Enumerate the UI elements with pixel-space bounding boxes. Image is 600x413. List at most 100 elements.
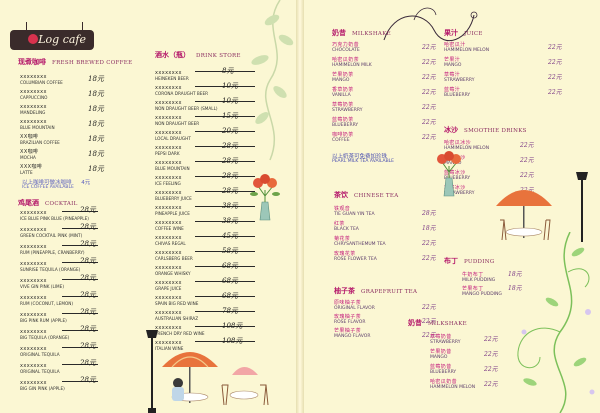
rose-vase-icon	[250, 174, 280, 221]
menu-item: xxxxxxxx Spain Big Red Wine	[155, 295, 199, 306]
price-leader-line	[195, 191, 255, 192]
menu-item-english: Local Draught	[155, 136, 191, 141]
pearl-promo-en: Pearl Milk Tea Available	[332, 159, 395, 164]
price-leader-line	[195, 311, 255, 312]
menu-item-english: Blueberry	[444, 93, 471, 98]
menu-item-price: 45元	[222, 232, 238, 240]
menu-item: xxxxxxxx Green Cocktail Pink (Mint)	[20, 227, 83, 238]
menu-item-price: 38元	[222, 202, 238, 210]
menu-item: xxxxxxxx Original Tequila	[20, 363, 60, 374]
menu-item: 牛奶布丁 Milk Pudding	[462, 272, 495, 284]
price-leader-line	[62, 228, 98, 229]
menu-item-english: Mango	[444, 63, 462, 68]
menu-item: xxxxxxxx Big Gin Pink (Apple)	[20, 380, 65, 391]
menu-item-name: 蓝莓汁	[444, 87, 461, 93]
menu-item: XX咖啡 Brazilian Coffee	[20, 134, 60, 146]
menu-item-english: Ice Blue Pink Blue (Pineapple)	[20, 216, 89, 221]
menu-item-price: 10元	[222, 82, 238, 90]
menu-page-left: Log cafe 现煮咖啡 Fresh Brewed Coffee xxxxxxx…	[0, 0, 296, 413]
menu-item-price: 18元	[88, 75, 104, 83]
menu-item: 红茶 Black Tea	[334, 221, 359, 233]
price-leader-line	[195, 236, 255, 237]
menu-item-english: Non Draught Beer (Small)	[155, 106, 218, 111]
menu-item-english: Orange Whisky	[155, 271, 191, 276]
menu-item-english: Big Tequila (Orange)	[20, 335, 70, 340]
menu-item: 芒果汁 Mango	[444, 57, 461, 69]
menu-item-english: Blueberry	[444, 176, 471, 181]
menu-item-price: 18元	[88, 135, 104, 143]
vine-decoration-icon	[517, 232, 595, 413]
menu-item: 芒果柚子茶 Mango Flavor	[334, 328, 370, 340]
price-leader-line	[195, 71, 255, 72]
menu-item-english: Columbian Coffee	[20, 80, 63, 85]
menu-item: 哈密瓜汁 Hamimelon Melon	[444, 42, 489, 54]
menu-item-price: 22元	[422, 332, 436, 339]
menu-item: xxxxxxxx French Dry Red Wine	[155, 325, 205, 336]
menu-item: xxxxxxxx Grape Juice	[155, 280, 182, 291]
menu-item: xxxxxxxx Blue Mountain	[155, 160, 190, 171]
menu-item-english: Australian Shiraz	[155, 316, 199, 321]
menu-item-english: Blueberry Juice	[155, 196, 192, 201]
menu-item-name: 芒果奶昔	[430, 349, 452, 355]
menu-item-english: Chocolate	[332, 48, 360, 53]
menu-item-price: 22元	[422, 104, 436, 111]
menu-item-price: 28元	[80, 291, 96, 299]
menu-item-name: 铁观音	[334, 206, 351, 212]
coffee-cup-icon	[28, 34, 38, 44]
menu-item-price: 108元	[222, 337, 243, 345]
menu-item: XX咖啡 Mocha	[20, 149, 38, 161]
menu-item-price: 38元	[222, 217, 238, 225]
menu-page-right: 奶昔 Milkshake 巧克力奶昔 Chocolate 22元 哈密瓜奶茶 Hamime…	[304, 0, 600, 413]
menu-item-price: 10元	[222, 97, 238, 105]
menu-item-english: Corona Draught Beer	[155, 91, 209, 96]
menu-item-name: 草莓汁	[444, 72, 461, 78]
menu-item: xxxxxxxx Pepsi Dark	[155, 145, 182, 156]
menu-item-english: Grape Juice	[155, 286, 182, 291]
price-leader-line	[195, 176, 255, 177]
menu-item-english: Hamimelon Melon	[444, 146, 490, 151]
umbrella-table-icon	[162, 352, 269, 406]
menu-item-name: 芒果布丁	[462, 286, 484, 292]
cafe-logo: Log cafe	[6, 22, 98, 52]
menu-item: xxxxxxxx Columbian Coffee	[20, 74, 63, 85]
menu-item-english: Black Tea	[334, 227, 359, 232]
menu-item-english: Tie Guan Yin Tea	[334, 212, 375, 217]
menu-item: xxxxxxxx Big Pink Rum (Apple)	[20, 312, 67, 323]
menu-item: xxxxxxxx Rum (Coconut, Lemon)	[20, 295, 74, 306]
menu-item-english: Blueberry	[430, 370, 457, 375]
swirl-decoration-icon	[383, 7, 478, 42]
menu-item-price: 18元	[88, 90, 104, 98]
menu-item-english: Strawberry	[444, 191, 475, 196]
menu-item-english: Non Draught Beer	[155, 121, 200, 126]
menu-item-price: 28元	[80, 206, 96, 214]
menu-item-price: 22元	[422, 44, 436, 51]
section-milkshake-title: 奶昔 Milkshake	[332, 28, 391, 37]
menu-item: 哈密瓜冰沙 Hamimelon Melon	[444, 140, 489, 152]
menu-item-name: 菊花茶	[334, 236, 351, 242]
menu-item: XXX咖啡 Latte	[20, 164, 42, 176]
menu-item: xxxxxxxx Blue Mountain	[20, 119, 55, 130]
menu-item-price: 28元	[80, 223, 96, 231]
menu-item-english: Cappuccino	[20, 95, 48, 100]
menu-item-price: 28元	[80, 240, 96, 248]
menu-item: xxxxxxxx Big Tequila (Orange)	[20, 329, 70, 340]
menu-item-name: 草莓奶昔	[430, 334, 452, 340]
menu-item-price: 78元	[222, 307, 238, 315]
menu-item: 蓝莓奶昔 Blueberry	[430, 364, 456, 376]
page-gutter	[296, 0, 304, 413]
menu-item: 巧克力奶昔 Chocolate	[332, 42, 360, 54]
menu-item: xxxxxxxx Orange Whisky	[155, 265, 191, 276]
lamp-post-icon	[576, 172, 588, 242]
price-leader-line	[195, 206, 255, 207]
menu-item-price: 18元	[88, 165, 104, 173]
price-leader-line	[195, 146, 255, 147]
menu-item-price: 22元	[548, 59, 562, 66]
menu-item-price: 22元	[520, 172, 534, 179]
section-juice-title: 果汁 Juice	[444, 28, 483, 37]
menu-item-english: Heineken Beer	[155, 76, 189, 81]
menu-item-price: 68元	[222, 262, 238, 270]
menu-item-english: Pepsi Dark	[155, 151, 180, 156]
menu-item: 玫瑰花茶 Rose Flower Tea	[334, 251, 377, 263]
menu-item-price: 68元	[222, 277, 238, 285]
menu-item: 芒果奶茶 Mango	[332, 72, 354, 84]
